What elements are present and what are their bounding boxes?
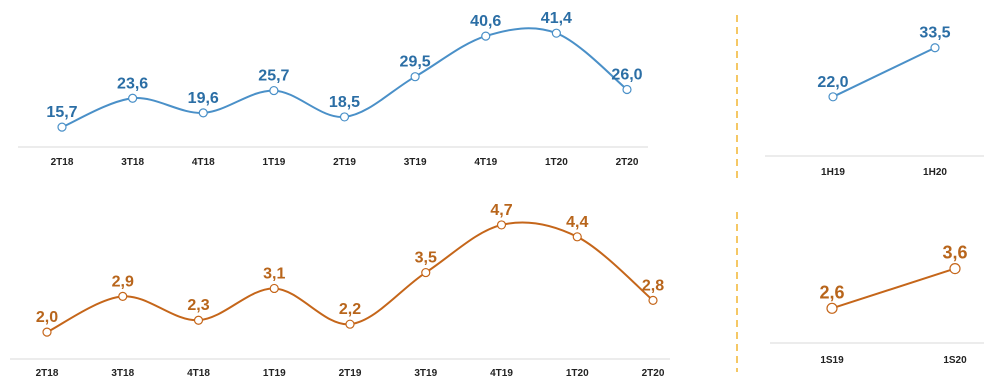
half-orange-point — [949, 263, 961, 275]
quarterly-orange-data-label: 2,0 — [36, 309, 58, 326]
half-orange-data-label: 3,6 — [942, 243, 967, 263]
quarterly-blue-data-label: 26,0 — [611, 66, 642, 83]
quarterly-orange-point — [42, 327, 52, 337]
quarterly-blue-tick-label: 1T20 — [545, 157, 568, 168]
quarterly-blue-tick-label: 3T18 — [121, 157, 144, 168]
quarterly-blue-data-label: 18,5 — [329, 94, 360, 111]
quarterly-blue-tick-label: 4T18 — [192, 157, 215, 168]
quarterly-orange-data-label: 2,8 — [642, 277, 664, 294]
quarterly-blue-point — [339, 112, 350, 122]
quarterly-blue-data-label: 41,4 — [541, 10, 572, 27]
quarterly-blue-point — [198, 108, 208, 118]
quarterly-orange-tick-label: 1T19 — [263, 368, 286, 379]
quarterly-orange-point — [345, 319, 355, 329]
quarterly-blue-data-label: 29,5 — [400, 54, 431, 71]
quarterly-orange-point — [421, 267, 431, 278]
quarterly-orange-data-label: 2,9 — [112, 273, 134, 290]
quarterly-orange-point — [193, 315, 204, 325]
quarterly-blue-point — [481, 31, 491, 41]
quarterly-orange-point — [496, 220, 507, 230]
half-blue-tick-label: 1H19 — [821, 167, 845, 178]
quarterly-orange-point — [269, 283, 279, 294]
quarterly-orange-data-label: 4,7 — [490, 202, 512, 219]
half-blue-data-label: 33,5 — [919, 25, 950, 42]
half-orange-tick-label: 1S20 — [943, 355, 967, 366]
half-blue-data-label: 22,0 — [817, 74, 848, 91]
quarterly-orange-point — [648, 295, 658, 305]
quarterly-orange-point — [572, 232, 582, 242]
half-blue-series-line — [832, 46, 936, 98]
quarterly-blue-tick-label: 2T18 — [51, 157, 74, 168]
quarterly-orange-data-label: 2,2 — [339, 301, 361, 318]
quarterly-blue-point — [410, 72, 420, 82]
half-blue-tick-label: 1H20 — [923, 167, 947, 178]
quarterly-blue-point — [57, 122, 67, 132]
quarterly-orange-tick-label: 3T19 — [414, 368, 437, 379]
quarterly-blue-tick-label: 2T19 — [333, 157, 356, 168]
quarterly-orange-tick-label: 3T18 — [111, 368, 134, 379]
quarterly-orange-data-label: 3,5 — [415, 250, 437, 267]
quarterly-orange-data-label: 3,1 — [263, 265, 285, 282]
quarterly-blue-point — [551, 28, 561, 38]
quarterly-orange-data-label: 2,3 — [187, 297, 209, 314]
quarterly-orange-tick-label: 4T18 — [187, 368, 210, 379]
quarterly-blue-data-label: 15,7 — [46, 104, 77, 121]
half-orange-tick-label: 1S19 — [820, 355, 844, 366]
half-orange-point — [826, 302, 838, 314]
quarterly-blue-data-label: 40,6 — [470, 13, 501, 30]
half-blue-point — [930, 43, 940, 53]
quarterly-orange-tick-label: 1T20 — [566, 368, 589, 379]
quarterly-blue-tick-label: 3T19 — [404, 157, 427, 168]
quarterly-orange-tick-label: 2T19 — [339, 368, 362, 379]
quarterly-orange-data-label: 4,4 — [566, 214, 588, 231]
quarterly-blue-tick-label: 1T19 — [262, 157, 285, 168]
quarterly-blue-point — [128, 93, 138, 103]
quarterly-blue-point — [622, 84, 632, 95]
quarterly-orange-tick-label: 2T20 — [642, 368, 665, 379]
quarterly-orange-point — [118, 291, 128, 301]
quarterly-blue-data-label: 25,7 — [258, 68, 289, 85]
quarterly-orange-tick-label: 4T19 — [490, 368, 513, 379]
quarterly-blue-data-label: 23,6 — [117, 75, 148, 92]
half-blue-point — [828, 92, 838, 102]
quarterly-blue-tick-label: 4T19 — [474, 157, 497, 168]
half-orange-series-line — [831, 267, 956, 310]
half-orange-data-label: 2,6 — [819, 282, 844, 302]
quarterly-blue-data-label: 19,6 — [188, 90, 219, 107]
quarterly-blue-point — [269, 85, 279, 96]
quarterly-orange-tick-label: 2T18 — [36, 368, 59, 379]
quarterly-blue-tick-label: 2T20 — [616, 157, 639, 168]
